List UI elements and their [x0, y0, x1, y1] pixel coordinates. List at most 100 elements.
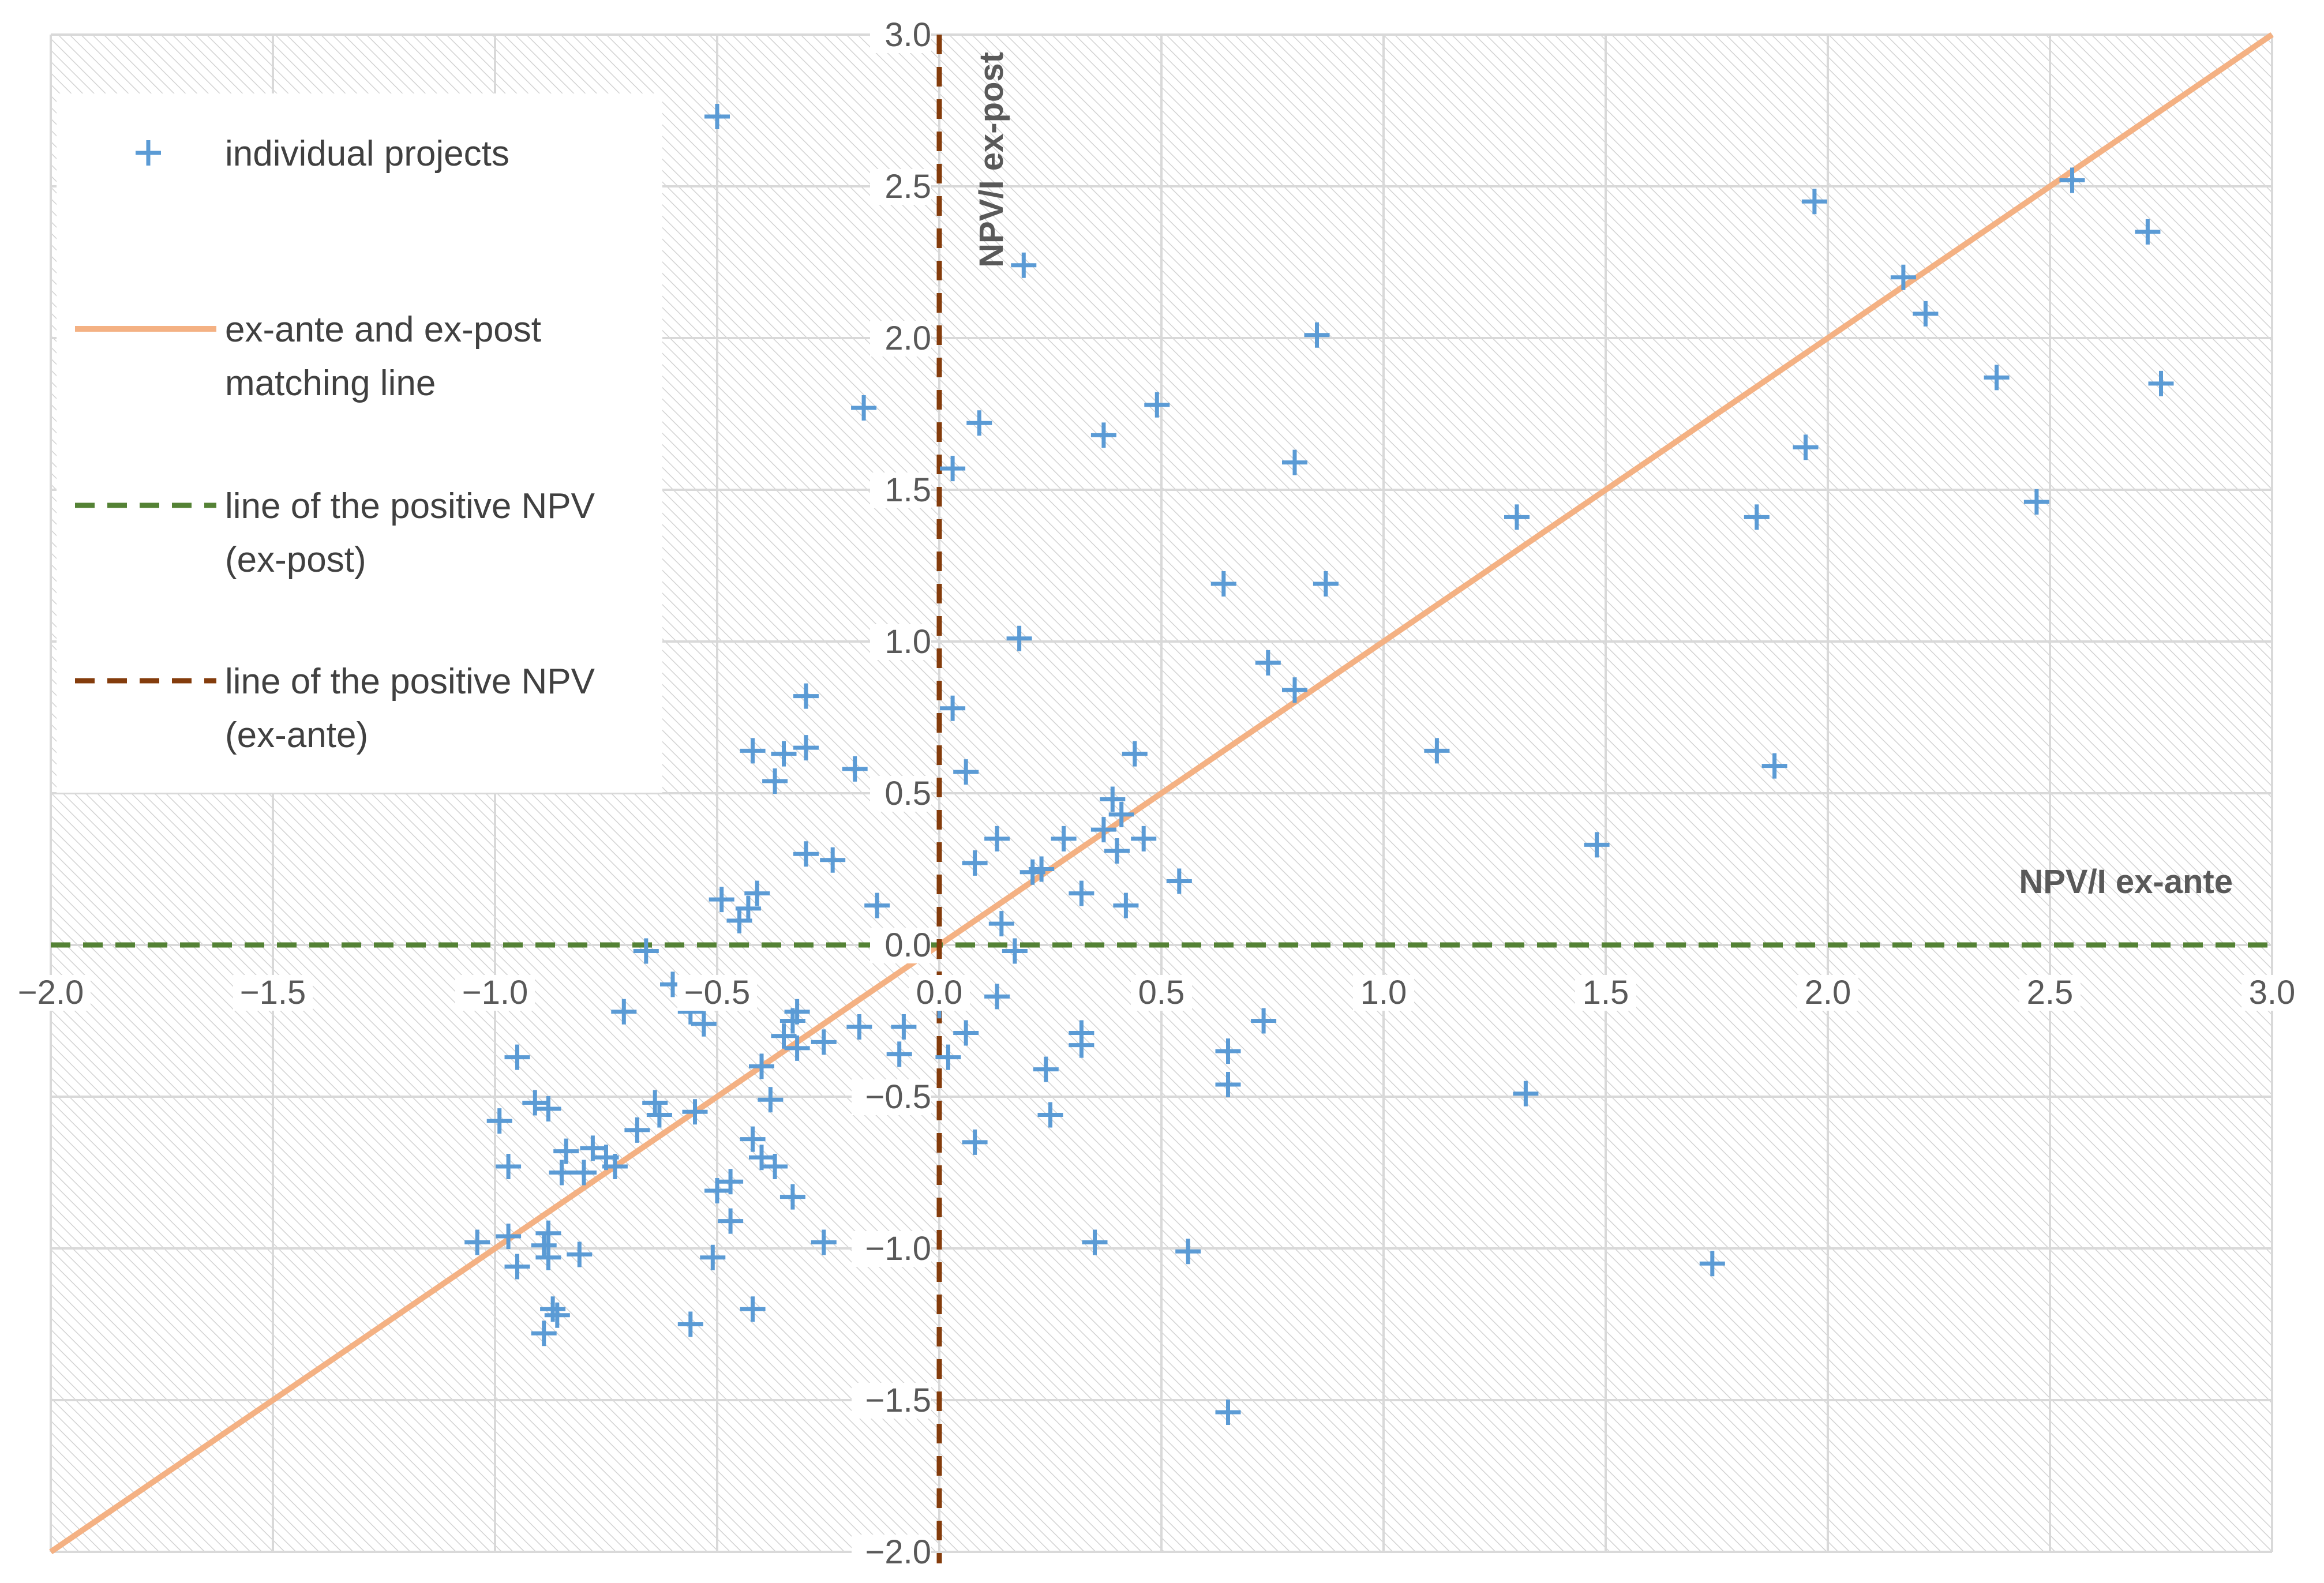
- data-point: [842, 756, 868, 782]
- y-tick-label-bg: [870, 776, 931, 812]
- y-tick-label: 2.5: [884, 168, 931, 205]
- y-tick-label-bg: [870, 321, 931, 357]
- y-tick-label: 1.5: [884, 471, 931, 509]
- data-point: [567, 1241, 593, 1267]
- data-point: [962, 1129, 988, 1155]
- data-point: [771, 741, 797, 767]
- x-tick-label: −1.0: [462, 974, 528, 1011]
- data-point: [718, 1169, 744, 1195]
- y-tick-label: −1.0: [865, 1230, 932, 1267]
- data-point: [611, 999, 637, 1025]
- data-point: [682, 1099, 708, 1125]
- data-point: [984, 984, 1010, 1010]
- data-point: [1913, 301, 1939, 327]
- data-point: [793, 841, 819, 867]
- y-tick-label: 1.0: [884, 623, 931, 661]
- y-tick-label: −2.0: [865, 1533, 932, 1571]
- y-tick-label-bg: [870, 169, 931, 205]
- x-tick-label: 0.5: [1138, 974, 1185, 1011]
- data-point: [758, 1087, 784, 1113]
- data-point: [1584, 832, 1610, 858]
- data-point: [988, 911, 1014, 937]
- data-point: [2135, 219, 2161, 245]
- y-tick-label-bg: [870, 928, 931, 963]
- data-point: [779, 1008, 805, 1034]
- x-tick-label-bg: [233, 975, 313, 1011]
- data-point: [1090, 422, 1116, 448]
- data-point: [1108, 801, 1134, 827]
- data-point: [1801, 189, 1827, 215]
- y-tick-label-bg: [852, 1079, 931, 1115]
- data-point: [602, 1153, 628, 1179]
- data-point: [762, 768, 788, 794]
- legend-label: (ex-post): [225, 540, 366, 580]
- legend-label: ex-ante and ex-post: [225, 310, 541, 350]
- x-tick-label: −0.5: [684, 974, 751, 1011]
- x-tick-label: 2.5: [2027, 974, 2074, 1011]
- data-point: [1082, 1229, 1108, 1255]
- legend-label: line of the positive NPV: [225, 486, 595, 526]
- data-point: [846, 1014, 872, 1040]
- y-tick-label: 3.0: [884, 16, 931, 54]
- y-tick-label: 2.0: [884, 320, 931, 357]
- data-point: [624, 1117, 650, 1143]
- data-point: [1033, 1056, 1059, 1082]
- data-point: [811, 1029, 837, 1055]
- data-point: [1037, 1102, 1063, 1128]
- data-point: [1215, 1071, 1241, 1097]
- data-point: [1513, 1081, 1539, 1106]
- data-point: [1255, 650, 1281, 676]
- data-point: [504, 1254, 530, 1280]
- data-point: [891, 1014, 917, 1040]
- data-point: [535, 1244, 561, 1270]
- data-point: [700, 1244, 726, 1270]
- x-tick-label: 1.0: [1360, 974, 1407, 1011]
- data-point: [740, 1296, 766, 1322]
- x-axis-title: NPV/I ex-ante: [2019, 863, 2233, 901]
- data-point: [1144, 392, 1170, 418]
- data-point: [496, 1223, 522, 1249]
- data-point: [1251, 1008, 1277, 1034]
- x-tick-label-bg: [11, 975, 91, 1011]
- legend-label: (ex-ante): [225, 715, 368, 755]
- data-point: [793, 735, 819, 761]
- data-point: [464, 1229, 490, 1255]
- data-point: [762, 1153, 788, 1179]
- data-point: [633, 938, 659, 964]
- legend-marker-points: [136, 140, 161, 166]
- data-point: [1215, 1400, 1241, 1426]
- data-point: [691, 1011, 717, 1037]
- y-tick-label-bg: [870, 624, 931, 660]
- data-point: [851, 395, 877, 421]
- data-point: [1424, 738, 1450, 764]
- data-point: [1100, 786, 1126, 812]
- x-tick-label-bg: [677, 975, 757, 1011]
- data-point: [1002, 938, 1028, 964]
- data-point: [677, 1311, 703, 1337]
- y-tick-label: 0.0: [884, 926, 931, 964]
- x-tick-label-bg: [2019, 975, 2081, 1011]
- data-point: [549, 1160, 575, 1186]
- legend-label: line of the positive NPV: [225, 662, 595, 702]
- data-point: [1282, 677, 1307, 703]
- data-point: [571, 1160, 597, 1186]
- data-point: [1131, 826, 1157, 851]
- data-point: [962, 850, 988, 876]
- x-tick-label: −1.5: [240, 974, 306, 1011]
- data-point: [940, 456, 966, 482]
- data-point: [531, 1321, 557, 1346]
- data-point: [793, 683, 819, 709]
- y-tick-label: 0.5: [884, 775, 931, 812]
- data-point: [2059, 167, 2085, 193]
- x-tick-label: −2.0: [18, 974, 84, 1011]
- x-tick-label-bg: [909, 975, 970, 1011]
- data-point: [1761, 753, 1787, 779]
- data-point: [1029, 856, 1055, 882]
- data-point: [864, 892, 890, 918]
- data-point: [709, 887, 734, 913]
- data-point: [1006, 625, 1032, 651]
- data-point: [1069, 1032, 1094, 1058]
- data-point: [886, 1041, 912, 1067]
- data-point: [940, 695, 966, 721]
